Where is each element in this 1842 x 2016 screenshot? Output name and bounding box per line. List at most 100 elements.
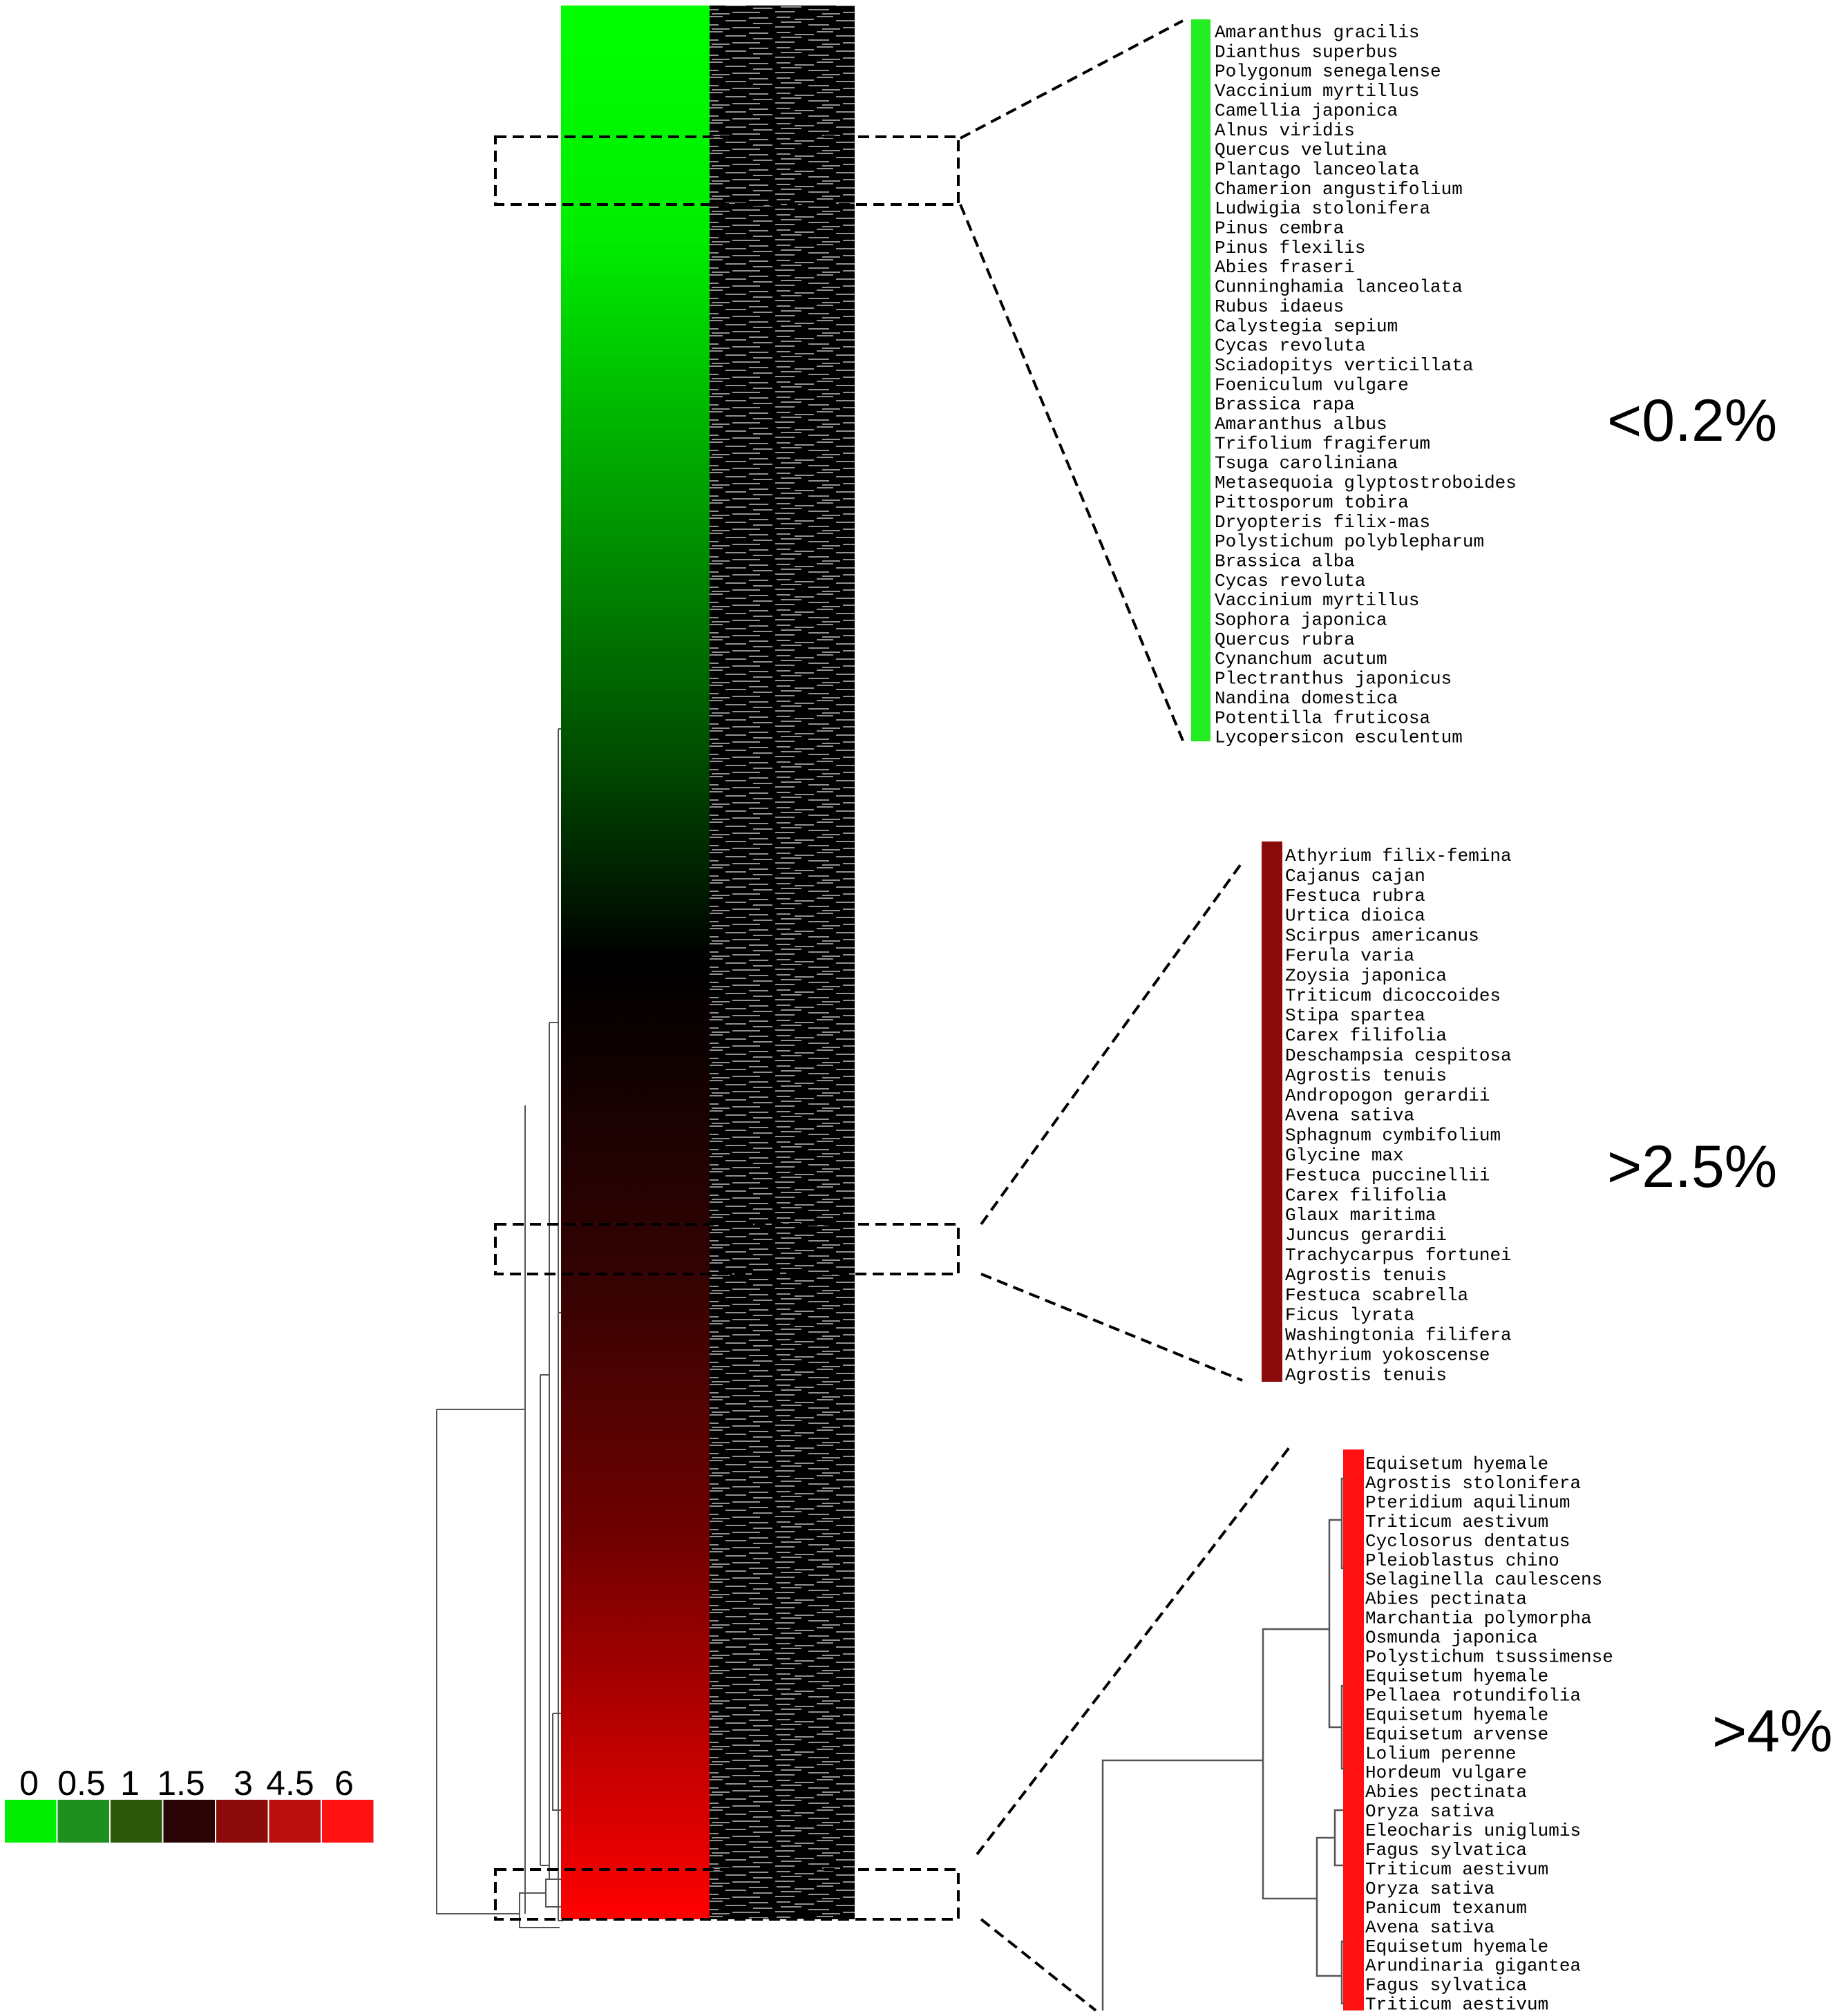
species-label: Triticum aestivum — [1365, 1859, 1548, 1880]
species-label: Calystegia sepium — [1215, 316, 1398, 336]
species-label: Alnus viridis — [1215, 120, 1355, 141]
selection-boxes — [494, 135, 960, 1921]
species-label: Festuca rubra — [1285, 886, 1425, 906]
species-label: Tsuga caroliniana — [1215, 453, 1398, 474]
legend-tick-label: 4.5 — [266, 1764, 314, 1803]
main-heatmap-column — [561, 6, 710, 1919]
legend-tick-label: 6 — [334, 1764, 354, 1803]
species-label: Potentilla fruticosa — [1215, 707, 1430, 728]
species-label: Triticum aestivum — [1365, 1512, 1548, 1532]
species-label: Dryopteris filix-mas — [1215, 512, 1430, 533]
species-label: Foeniculum vulgare — [1215, 374, 1409, 395]
species-label: Pinus cembra — [1215, 218, 1344, 239]
species-label: Avena sativa — [1285, 1105, 1414, 1126]
species-label: Scirpus americanus — [1285, 926, 1479, 947]
species-label: Brassica rapa — [1215, 394, 1355, 415]
species-label: Ferula varia — [1285, 946, 1414, 967]
species-label: Festuca puccinellii — [1285, 1165, 1490, 1186]
species-label: Agrostis tenuis — [1285, 1065, 1447, 1086]
species-label: Quercus rubra — [1215, 629, 1355, 650]
species-label: Triticum aestivum — [1365, 1995, 1548, 2015]
species-label: Pittosporum tobira — [1215, 492, 1409, 513]
species-label: Athyrium filix-femina — [1285, 846, 1512, 866]
species-label: Plantago lanceolata — [1215, 159, 1419, 180]
species-label: Pleioblastus chino — [1365, 1550, 1559, 1571]
species-label: Urtica dioica — [1285, 906, 1425, 926]
species-label: Sphagnum cymbifolium — [1285, 1125, 1501, 1146]
species-label: Cyclosorus dentatus — [1365, 1531, 1570, 1552]
species-label: Sophora japonica — [1215, 610, 1387, 631]
species-label: Rubus idaeus — [1215, 296, 1344, 317]
species-label: Equisetum arvense — [1365, 1724, 1548, 1744]
species-label: Pteridium aquilinum — [1365, 1492, 1570, 1513]
species-label: Carex filifolia — [1285, 1185, 1447, 1206]
species-label: Amaranthus gracilis — [1215, 22, 1419, 43]
species-label: Eleocharis uniglumis — [1365, 1820, 1581, 1841]
species-label: Panicum texanum — [1365, 1898, 1527, 1919]
species-label: Polystichum polyblepharum — [1215, 531, 1484, 552]
legend-swatch — [109, 1798, 164, 1844]
species-label: Agrostis tenuis — [1285, 1364, 1447, 1385]
species-label: Abies fraseri — [1215, 257, 1355, 278]
species-label: Cycas revoluta — [1215, 336, 1365, 356]
panel-high-color-bar — [1343, 1449, 1364, 2010]
legend-swatch — [162, 1798, 216, 1844]
species-label: Glycine max — [1285, 1145, 1404, 1166]
legend-swatch — [215, 1798, 269, 1844]
species-label: Camellia japonica — [1215, 100, 1398, 121]
panel-mid-threshold-label: >2.5% — [1607, 1134, 1777, 1200]
species-label: Trachycarpus fortunei — [1285, 1245, 1512, 1266]
panel-high-threshold-label: >4% — [1712, 1698, 1833, 1765]
main-row-labels — [710, 6, 855, 1919]
species-label: Trifolium fragiferum — [1215, 433, 1430, 454]
species-label: Vaccinium myrtillus — [1215, 590, 1419, 611]
panel-mid-color-bar — [1262, 841, 1282, 1382]
legend-swatches — [3, 1798, 375, 1844]
legend-swatch — [56, 1798, 111, 1844]
species-label: Lycopersicon esculentum — [1215, 728, 1463, 748]
legend-tick-label: 0 — [19, 1764, 39, 1803]
species-label: Carex filifolia — [1285, 1025, 1447, 1046]
species-label: Zoysia japonica — [1285, 965, 1447, 986]
species-label: Plectranthus japonicus — [1215, 669, 1452, 690]
species-label: Amaranthus albus — [1215, 414, 1387, 435]
species-label: Vaccinium myrtillus — [1215, 81, 1419, 102]
species-label: Avena sativa — [1365, 1917, 1494, 1938]
species-label: Chamerion angustifolium — [1215, 179, 1463, 200]
species-label: Arundinaria gigantea — [1365, 1956, 1581, 1977]
species-label: Glaux maritima — [1285, 1205, 1436, 1226]
species-label: Nandina domestica — [1215, 688, 1398, 709]
species-label: Andropogon gerardii — [1285, 1085, 1490, 1106]
species-label: Oryza sativa — [1365, 1801, 1494, 1822]
species-label: Abies pectinata — [1365, 1589, 1527, 1610]
species-label: Ludwigia stolonifera — [1215, 198, 1430, 219]
species-label: Washingtonia filifera — [1285, 1325, 1512, 1346]
species-label: Polystichum tsussimense — [1365, 1647, 1613, 1668]
legend-tick-label: 1.5 — [157, 1764, 205, 1803]
legend-swatch — [321, 1798, 375, 1844]
species-label: Equisetum hyemale — [1365, 1937, 1548, 1957]
panel-low-color-bar — [1191, 19, 1210, 741]
zoom-connectors — [959, 19, 1293, 2012]
species-label: Festuca scabrella — [1285, 1285, 1468, 1306]
species-label: Cycas revoluta — [1215, 571, 1365, 591]
species-label: Oryza sativa — [1365, 1879, 1494, 1899]
color-scale-legend: 0 0.5 1 1.5 3 4.5 6 — [3, 1764, 375, 1844]
species-label: Dianthus superbus — [1215, 41, 1398, 62]
species-label: Polygonum senegalense — [1215, 61, 1441, 82]
panel-high-dendrogram — [1101, 1477, 1345, 2010]
species-label: Cajanus cajan — [1285, 866, 1425, 886]
species-label: Juncus gerardii — [1285, 1225, 1447, 1246]
species-label: Fagus sylvatica — [1365, 1840, 1527, 1861]
species-label: Equisetum hyemale — [1365, 1454, 1548, 1474]
selection-box-high — [494, 1868, 960, 1921]
species-label: Hordeum vulgare — [1365, 1762, 1527, 1783]
species-label: Athyrium yokoscense — [1285, 1345, 1490, 1366]
species-label: Equisetum hyemale — [1365, 1704, 1548, 1725]
species-label: Sciadopitys verticillata — [1215, 355, 1473, 376]
